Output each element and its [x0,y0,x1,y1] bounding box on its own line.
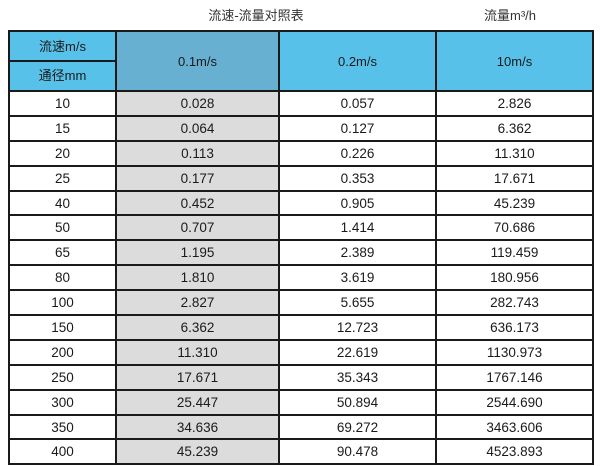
flow-cell-0-2ms: 1.414 [278,214,437,242]
flow-cell-10ms: 2544.690 [435,388,594,416]
flow-cell-0-1ms: 25.447 [115,388,280,416]
diameter-cell: 400 [8,438,117,466]
flow-cell-10ms: 1130.973 [435,338,594,366]
flow-cell-0-1ms: 17.671 [115,363,280,391]
diameter-cell: 20 [8,139,117,167]
flow-cell-10ms: 119.459 [435,239,594,267]
table-row: 250 17.671 35.343 1767.146 [8,363,594,391]
flow-rate-table: 流速m/s 通径mm 0.1m/s 0.2m/s 10m/s 10 0.028 … [8,30,594,466]
table-row: 65 1.195 2.389 119.459 [8,239,594,267]
flow-cell-0-1ms: 45.239 [115,438,280,466]
diameter-cell: 200 [8,338,117,366]
diameter-header-label: 通径mm [38,68,87,83]
diameter-cell: 250 [8,363,117,391]
flow-cell-0-1ms: 1.810 [115,264,280,292]
flow-cell-0-2ms: 5.655 [278,289,437,317]
table-row: 20 0.113 0.226 11.310 [8,139,594,167]
table-row: 300 25.447 50.894 2544.690 [8,388,594,416]
flow-cell-0-2ms: 35.343 [278,363,437,391]
flow-cell-10ms: 45.239 [435,189,594,217]
corner-header-cell: 流速m/s 通径mm [8,30,117,92]
flow-cell-0-1ms: 6.362 [115,314,280,341]
flow-cell-0-2ms: 69.272 [278,413,437,441]
flow-cell-0-2ms: 0.226 [278,139,437,167]
table-row: 25 0.177 0.353 17.671 [8,164,594,192]
flow-cell-10ms: 6.362 [435,114,594,142]
flow-cell-10ms: 180.956 [435,264,594,292]
table-row: 15 0.064 0.127 6.362 [8,114,594,142]
flow-cell-10ms: 4523.893 [435,438,594,466]
table-row: 200 11.310 22.619 1130.973 [8,338,594,366]
flow-cell-0-1ms: 0.064 [115,114,280,142]
titles-row: 流速-流量对照表 流量m³/h [0,0,600,30]
diameter-cell: 15 [8,114,117,142]
diameter-cell: 150 [8,314,117,341]
table-row: 40 0.452 0.905 45.239 [8,189,594,217]
flow-cell-0-2ms: 0.127 [278,114,437,142]
flow-cell-0-2ms: 0.353 [278,164,437,192]
flow-cell-0-2ms: 12.723 [278,314,437,341]
flow-cell-0-1ms: 2.827 [115,289,280,317]
col-header-0-2ms: 0.2m/s [278,30,437,92]
col-header-0-1ms: 0.1m/s [115,30,280,92]
diameter-cell: 50 [8,214,117,242]
flow-cell-10ms: 3463.606 [435,413,594,441]
flow-cell-0-1ms: 34.636 [115,413,280,441]
velocity-header-label: 流速m/s [11,33,114,62]
table-row: 100 2.827 5.655 282.743 [8,289,594,317]
table-row: 80 1.810 3.619 180.956 [8,264,594,292]
header-row: 流速m/s 通径mm 0.1m/s 0.2m/s 10m/s [8,30,594,92]
flow-cell-0-1ms: 0.177 [115,164,280,192]
flow-unit-label: 流量m³/h [483,8,537,23]
flow-cell-0-1ms: 0.028 [115,90,280,117]
flow-cell-0-1ms: 0.113 [115,139,280,167]
diameter-cell: 65 [8,239,117,267]
table-row: 150 6.362 12.723 636.173 [8,314,594,341]
flow-cell-10ms: 70.686 [435,214,594,242]
flow-cell-10ms: 2.826 [435,90,594,117]
flow-cell-0-2ms: 2.389 [278,239,437,267]
flow-cell-0-2ms: 50.894 [278,388,437,416]
table-title: 流速-流量对照表 [208,8,304,23]
flow-cell-10ms: 1767.146 [435,363,594,391]
flow-cell-0-2ms: 0.905 [278,189,437,217]
flow-cell-10ms: 17.671 [435,164,594,192]
flow-cell-10ms: 282.743 [435,289,594,317]
flow-cell-0-2ms: 3.619 [278,264,437,292]
table-row: 50 0.707 1.414 70.686 [8,214,594,242]
table-row: 350 34.636 69.272 3463.606 [8,413,594,441]
flow-cell-0-2ms: 90.478 [278,438,437,466]
diameter-cell: 40 [8,189,117,217]
flow-cell-0-1ms: 0.452 [115,189,280,217]
flow-cell-0-1ms: 1.195 [115,239,280,267]
diameter-cell: 350 [8,413,117,441]
diameter-cell: 300 [8,388,117,416]
table-row: 400 45.239 90.478 4523.893 [8,438,594,466]
table-row: 10 0.028 0.057 2.826 [8,90,594,117]
flow-cell-10ms: 636.173 [435,314,594,341]
flow-cell-0-2ms: 0.057 [278,90,437,117]
flow-cell-0-1ms: 11.310 [115,338,280,366]
flow-cell-0-1ms: 0.707 [115,214,280,242]
col-header-10ms: 10m/s [435,30,594,92]
diameter-cell: 80 [8,264,117,292]
flow-cell-10ms: 11.310 [435,139,594,167]
diameter-cell: 25 [8,164,117,192]
diameter-cell: 100 [8,289,117,317]
flow-cell-0-2ms: 22.619 [278,338,437,366]
diameter-cell: 10 [8,90,117,117]
